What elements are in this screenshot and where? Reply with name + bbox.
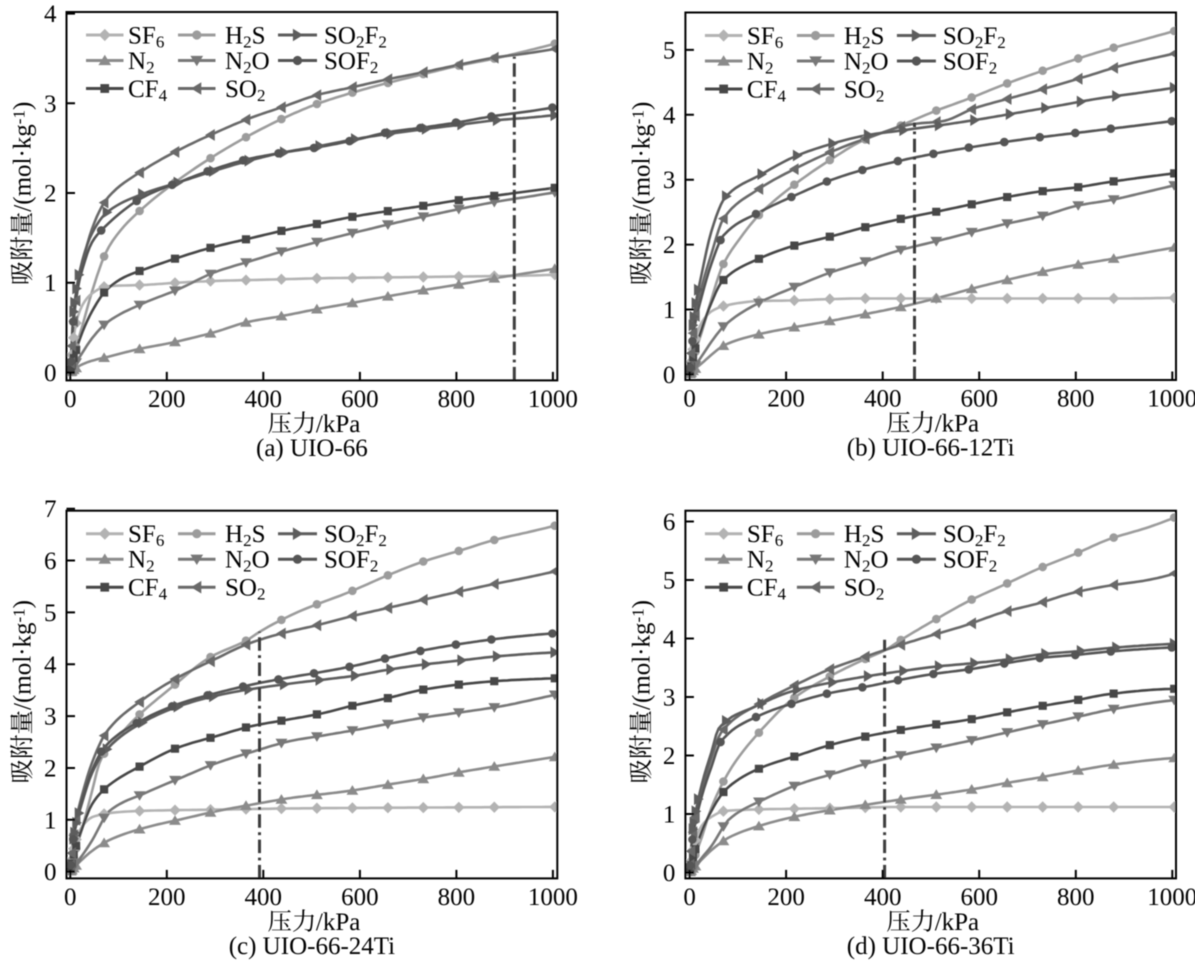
svg-text:5: 5 bbox=[44, 600, 57, 627]
svg-text:N2O: N2O bbox=[225, 547, 270, 576]
svg-text:1000: 1000 bbox=[1147, 386, 1195, 413]
svg-text:3: 3 bbox=[663, 685, 676, 712]
svg-text:400: 400 bbox=[245, 386, 283, 413]
svg-text:1: 1 bbox=[44, 807, 57, 834]
svg-text:SOF2: SOF2 bbox=[324, 547, 378, 576]
svg-text:SO2F2: SO2F2 bbox=[324, 521, 387, 550]
svg-text:0: 0 bbox=[64, 386, 77, 413]
svg-text:200: 200 bbox=[148, 386, 186, 413]
svg-text:SO2F2: SO2F2 bbox=[324, 23, 387, 52]
svg-text:200: 200 bbox=[148, 884, 186, 911]
svg-text:1: 1 bbox=[663, 297, 676, 324]
svg-text:800: 800 bbox=[438, 884, 476, 911]
svg-text:4: 4 bbox=[44, 652, 57, 679]
svg-text:/kPa: /kPa bbox=[316, 909, 360, 936]
svg-text:1000: 1000 bbox=[1147, 884, 1195, 911]
svg-text:0: 0 bbox=[64, 884, 77, 911]
svg-text:0: 0 bbox=[683, 884, 696, 911]
svg-text:(d) UIO-66-36Ti: (d) UIO-66-36Ti bbox=[847, 933, 1015, 960]
svg-text:600: 600 bbox=[341, 386, 379, 413]
svg-text:/(mol·kg-1): /(mol·kg-1) bbox=[10, 600, 37, 710]
svg-text:6: 6 bbox=[44, 548, 57, 575]
svg-text:SO2F2: SO2F2 bbox=[943, 521, 1006, 550]
svg-text:0: 0 bbox=[683, 386, 696, 413]
svg-text:SO2F2: SO2F2 bbox=[943, 23, 1006, 52]
svg-text:6: 6 bbox=[663, 509, 676, 536]
svg-text:4: 4 bbox=[44, 1, 57, 28]
svg-text:SOF2: SOF2 bbox=[943, 49, 997, 78]
svg-text:2: 2 bbox=[663, 232, 676, 259]
svg-text:(c) UIO-66-24Ti: (c) UIO-66-24Ti bbox=[229, 933, 395, 960]
svg-text:4: 4 bbox=[663, 102, 676, 129]
svg-text:0: 0 bbox=[44, 859, 57, 886]
svg-text:800: 800 bbox=[1057, 884, 1095, 911]
svg-text:200: 200 bbox=[767, 884, 805, 911]
svg-text:600: 600 bbox=[960, 884, 998, 911]
svg-text:/kPa: /kPa bbox=[316, 411, 360, 438]
svg-text:(b) UIO-66-12Ti: (b) UIO-66-12Ti bbox=[847, 435, 1015, 462]
svg-text:600: 600 bbox=[960, 386, 998, 413]
svg-text:0: 0 bbox=[44, 360, 57, 387]
svg-text:(a) UIO-66: (a) UIO-66 bbox=[256, 435, 368, 462]
svg-text:3: 3 bbox=[44, 91, 57, 118]
svg-text:1000: 1000 bbox=[528, 884, 578, 911]
svg-text:1: 1 bbox=[44, 270, 57, 297]
svg-text:5: 5 bbox=[663, 568, 676, 595]
svg-text:/kPa: /kPa bbox=[935, 411, 979, 438]
svg-text:400: 400 bbox=[864, 386, 902, 413]
svg-text:4: 4 bbox=[663, 626, 676, 653]
svg-text:200: 200 bbox=[767, 386, 805, 413]
svg-text:H2S: H2S bbox=[225, 23, 265, 52]
svg-text:3: 3 bbox=[663, 167, 676, 194]
svg-text:5: 5 bbox=[663, 37, 676, 64]
svg-text:SOF2: SOF2 bbox=[943, 547, 997, 576]
svg-text:/kPa: /kPa bbox=[935, 909, 979, 936]
svg-text:N2O: N2O bbox=[225, 48, 270, 77]
svg-text:1000: 1000 bbox=[528, 386, 578, 413]
svg-text:SOF2: SOF2 bbox=[324, 48, 378, 77]
svg-text:3: 3 bbox=[44, 704, 57, 731]
svg-text:400: 400 bbox=[245, 884, 283, 911]
svg-text:2: 2 bbox=[44, 181, 57, 208]
svg-text:2: 2 bbox=[44, 756, 57, 783]
svg-text:7: 7 bbox=[44, 496, 57, 523]
svg-text:600: 600 bbox=[341, 884, 379, 911]
svg-text:/(mol·kg-1): /(mol·kg-1) bbox=[10, 102, 37, 212]
svg-text:0: 0 bbox=[663, 362, 676, 389]
svg-text:1: 1 bbox=[663, 802, 676, 829]
svg-text:800: 800 bbox=[438, 386, 476, 413]
svg-text:0: 0 bbox=[663, 860, 676, 887]
svg-text:400: 400 bbox=[864, 884, 902, 911]
svg-text:2: 2 bbox=[663, 743, 676, 770]
svg-text:800: 800 bbox=[1057, 386, 1095, 413]
